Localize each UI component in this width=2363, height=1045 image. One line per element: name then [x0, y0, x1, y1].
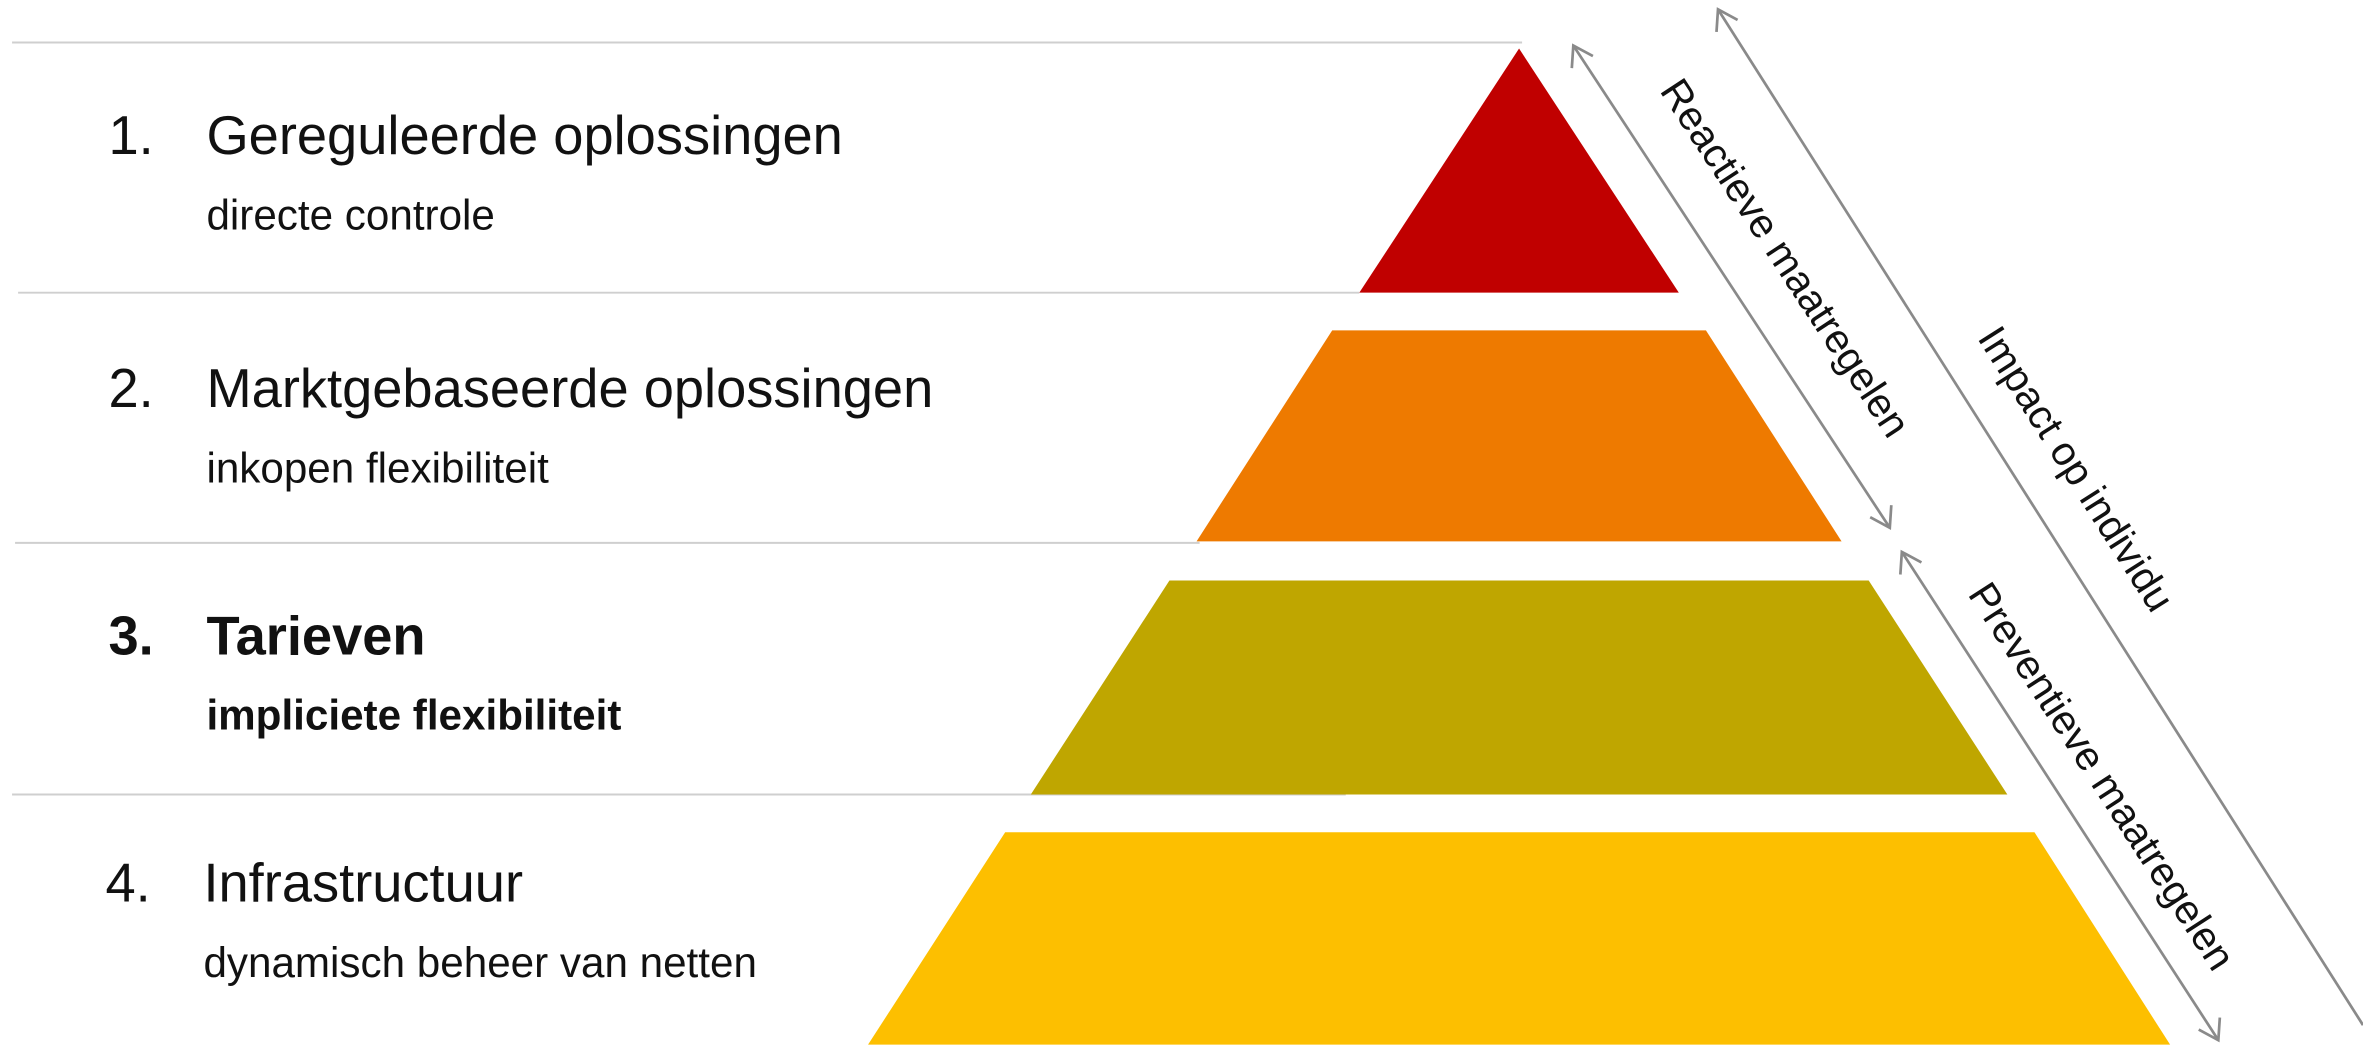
level-number: 4. [105, 854, 150, 914]
pyramid-level-3 [1030, 580, 2008, 795]
level-title: Infrastructuur [203, 854, 523, 914]
level-subtitle: inkopen flexibiliteit [206, 445, 549, 492]
impact-arrow [1715, 7, 2363, 1026]
level-title: Tarieven [206, 606, 425, 666]
level-number: 1. [109, 106, 154, 166]
pyramid-top [1359, 48, 1679, 293]
level-subtitle: directe controle [206, 191, 494, 238]
level-number: 3. [109, 606, 154, 666]
level-title: Marktgebaseerde oplossingen [206, 359, 933, 419]
pyramid-base [868, 832, 2171, 1045]
pyramid-level-2 [1196, 330, 1842, 542]
reactive-arrow [1570, 43, 1893, 530]
level-number: 2. [109, 359, 154, 419]
level-title: Gereguleerde oplossingen [206, 106, 842, 166]
level-subtitle: impliciete flexibiliteit [206, 692, 621, 739]
preventive-arrow [1898, 549, 2222, 1043]
level-subtitle: dynamisch beheer van netten [203, 939, 756, 986]
